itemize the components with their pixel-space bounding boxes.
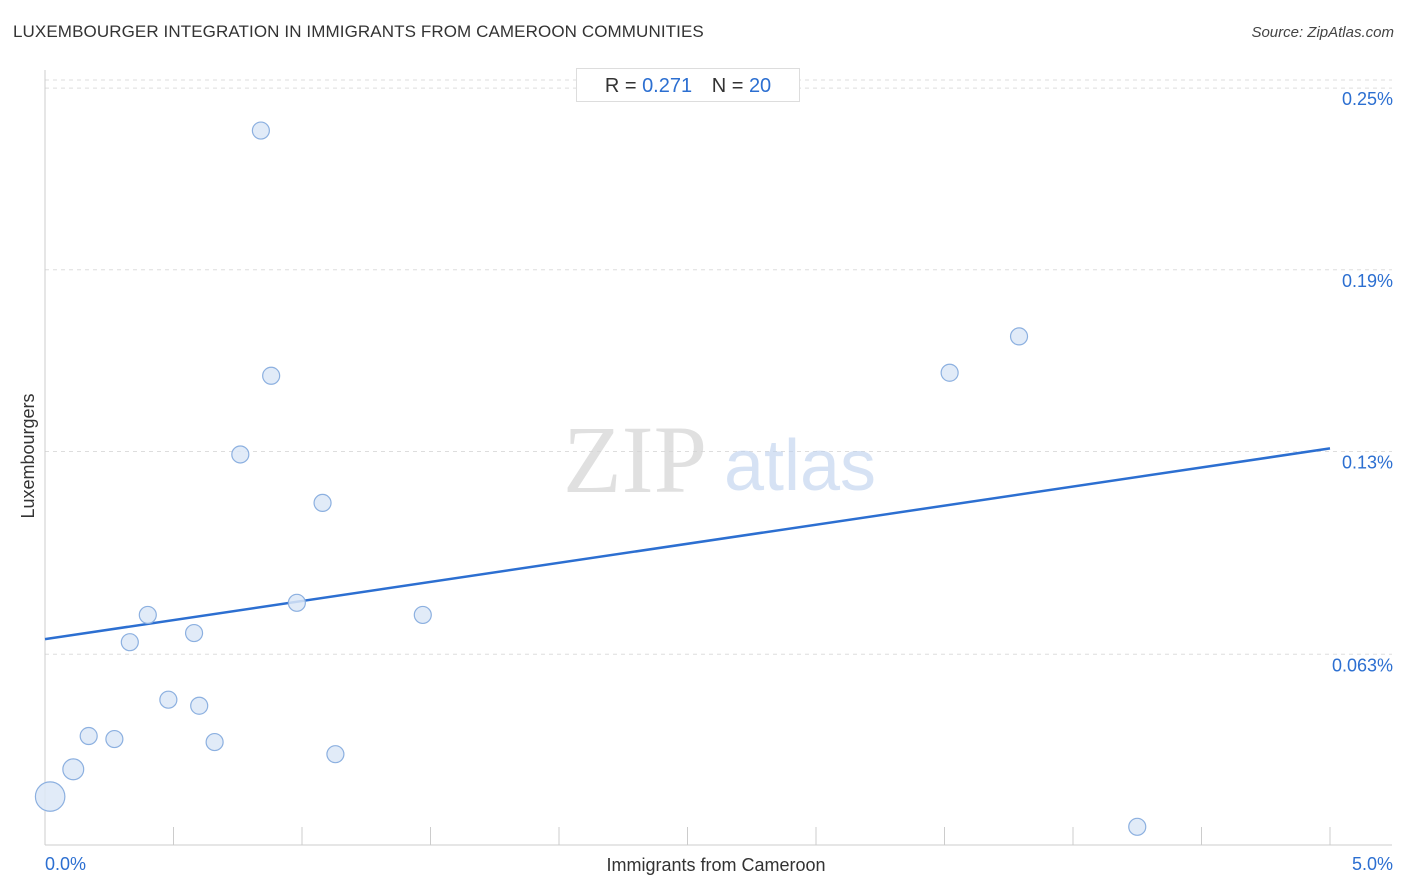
y-axis-label: Luxembourgers (18, 393, 38, 518)
stats-box: R = 0.271 N = 20 (576, 68, 800, 102)
y-tick-label: 0.25% (1342, 89, 1393, 109)
trend-line (44, 447, 1331, 641)
data-point (205, 732, 224, 752)
x-tick-label: 5.0% (1352, 854, 1393, 874)
data-point (184, 623, 204, 643)
data-point (231, 445, 250, 464)
trendline (44, 447, 1331, 641)
y-tick-label: 0.063% (1332, 655, 1393, 675)
data-point (79, 726, 98, 746)
data-point (120, 633, 139, 652)
data-point (190, 696, 209, 715)
watermark: ZIP atlas (563, 406, 876, 513)
n-label: N = (711, 75, 744, 97)
watermark-zip: ZIP (563, 406, 707, 513)
data-point (1009, 327, 1029, 346)
data-point (313, 493, 332, 513)
data-point (1128, 817, 1147, 836)
data-point (62, 758, 85, 781)
data-point (940, 363, 959, 382)
tick-labels: 0.25% 0.19% 0.13% 0.063% 0.0% 5.0% (45, 89, 1393, 874)
gridlines (45, 79, 1392, 655)
data-point (138, 605, 157, 625)
data-point (251, 121, 270, 140)
data-point (34, 781, 66, 812)
data-point (159, 690, 178, 709)
x-tick-label: 0.0% (45, 854, 86, 874)
data-point (287, 593, 306, 612)
x-axis-label: Immigrants from Cameroon (606, 855, 825, 875)
data-point (105, 729, 124, 749)
chart-title: LUXEMBOURGER INTEGRATION IN IMMIGRANTS F… (13, 22, 704, 41)
data-point (326, 745, 345, 764)
r-label: R = (604, 75, 637, 97)
y-tick-label: 0.13% (1342, 452, 1393, 472)
data-point (413, 605, 432, 625)
source-label: Source: ZipAtlas.com (1251, 24, 1394, 41)
data-point (262, 366, 281, 385)
data-points (34, 121, 1147, 836)
watermark-atlas: atlas (724, 426, 876, 506)
n-value: 20 (748, 75, 772, 97)
y-tick-label: 0.19% (1342, 271, 1393, 291)
r-value: 0.271 (642, 75, 693, 97)
axes (44, 70, 1392, 846)
